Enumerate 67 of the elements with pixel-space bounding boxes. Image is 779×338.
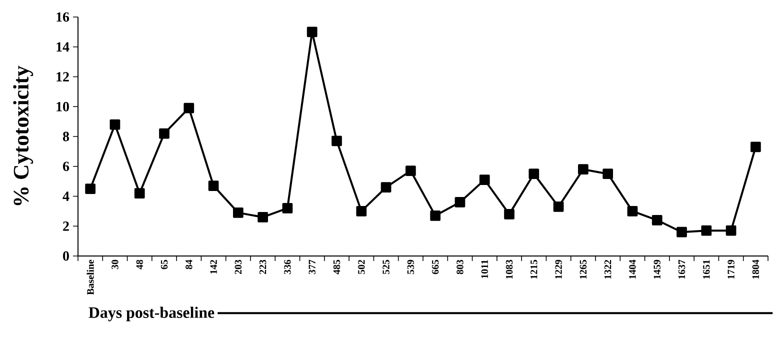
y-tick-label: 4	[62, 192, 70, 201]
point	[652, 214, 662, 226]
point	[627, 206, 638, 216]
point	[208, 180, 219, 191]
x-tick-label: 1637	[678, 260, 686, 279]
x-tick-label: 665	[432, 260, 439, 274]
x-tick-label: 1011	[481, 260, 488, 278]
point	[602, 168, 614, 180]
point	[282, 203, 293, 214]
x-tick-label: Baseline	[86, 260, 94, 295]
x-tick-label: 1651	[703, 260, 710, 279]
x-tick-label: 1083	[506, 260, 513, 279]
point	[676, 226, 687, 238]
point	[479, 174, 490, 186]
y-tick-label: 6	[62, 162, 70, 172]
point	[85, 184, 96, 194]
y-tick-label: 16	[56, 12, 70, 22]
x-tick-label: 1322	[604, 260, 612, 279]
y-axis-title: % Cytotoxicity	[13, 66, 34, 206]
point	[258, 212, 268, 222]
y-tick-label: 10	[56, 102, 69, 112]
x-tick-label: 48	[136, 260, 143, 270]
point	[110, 119, 120, 130]
x-tick-label: 1404	[629, 260, 636, 279]
y-tick-label: 2	[63, 222, 69, 231]
x-tick-label: 377	[308, 260, 316, 274]
point	[356, 206, 367, 216]
x-tick-label: 1459	[654, 260, 660, 279]
point	[454, 197, 466, 208]
x-tick-label: 502	[358, 260, 365, 274]
point	[134, 188, 145, 198]
x-tick-label: 485	[333, 260, 340, 274]
x-axis-title: Days post-baseline	[88, 306, 214, 322]
x-tick-label: 30	[112, 260, 118, 270]
point	[159, 128, 170, 139]
y-tick-label: 12	[56, 72, 69, 82]
y-tick-label: 8	[62, 132, 70, 142]
x-tick-label: 203	[234, 260, 242, 274]
x-tick-label: 1265	[580, 260, 587, 279]
x-tick-label: 803	[456, 260, 464, 274]
x-tick-label: 539	[407, 260, 414, 274]
y-tick-label: 14	[56, 42, 70, 52]
x-tick-label: 84	[186, 260, 192, 270]
point	[184, 102, 194, 114]
point	[553, 202, 564, 212]
point	[306, 26, 318, 38]
x-tick-label: 223	[259, 260, 266, 274]
x-tick-label: 1229	[555, 260, 562, 279]
point	[726, 225, 736, 236]
point	[701, 225, 712, 236]
y-tick-label: 0	[63, 251, 69, 261]
point	[332, 136, 342, 146]
point	[750, 142, 761, 152]
x-tick-label: 336	[284, 260, 291, 274]
x-tick-label: 142	[210, 260, 217, 274]
point	[232, 207, 244, 218]
x-tick-label: 525	[382, 260, 390, 274]
point	[528, 168, 540, 180]
x-tick-label: 65	[160, 260, 168, 270]
x-tick-label: 1804	[752, 260, 760, 279]
x-tick-label: 1215	[530, 260, 538, 279]
point	[578, 164, 588, 175]
point	[380, 182, 392, 192]
point	[504, 208, 514, 220]
point	[406, 166, 416, 176]
x-tick-label: 1719	[728, 260, 734, 279]
point	[430, 210, 441, 221]
